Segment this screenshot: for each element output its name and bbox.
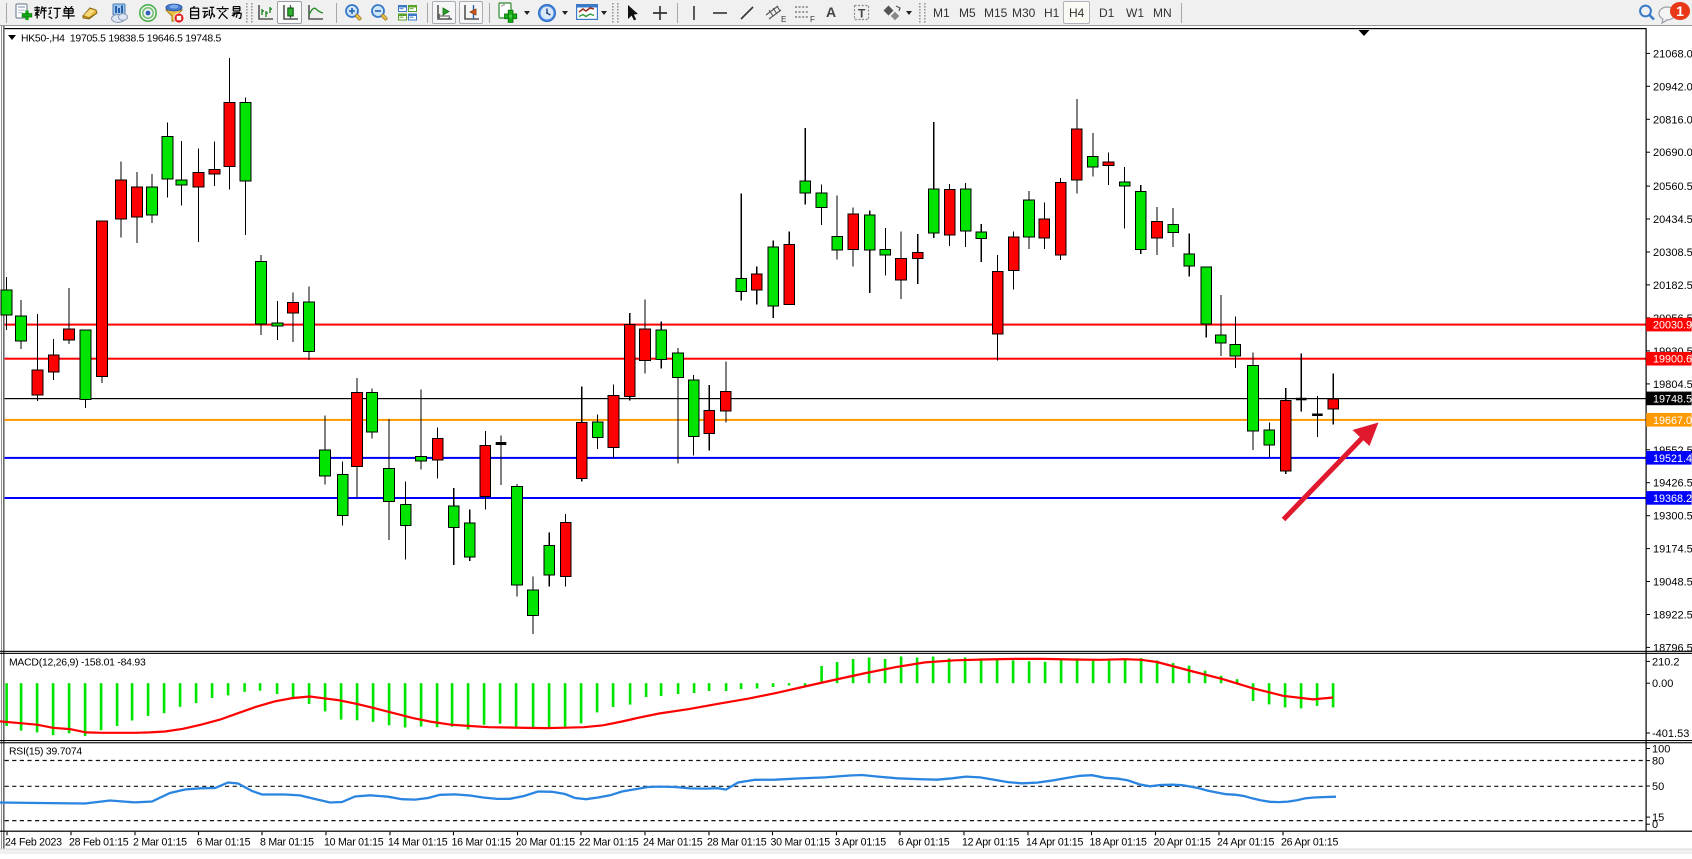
svg-text:30 Mar 01:15: 30 Mar 01:15 xyxy=(771,837,831,849)
svg-text:20690.0: 20690.0 xyxy=(1653,147,1692,159)
svg-text:19174.5: 19174.5 xyxy=(1653,544,1692,556)
svg-text:8 Mar 01:15: 8 Mar 01:15 xyxy=(260,837,314,849)
svg-text:19804.5: 19804.5 xyxy=(1653,379,1692,391)
svg-text:20816.0: 20816.0 xyxy=(1653,114,1692,126)
svg-text:19900.6: 19900.6 xyxy=(1653,354,1692,366)
svg-text:19048.5: 19048.5 xyxy=(1653,577,1692,589)
svg-text:28 Feb 01:15: 28 Feb 01:15 xyxy=(69,837,129,849)
svg-text:210.2: 210.2 xyxy=(1652,656,1680,668)
svg-text:100: 100 xyxy=(1652,744,1670,756)
svg-text:MACD(12,26,9) -158.01 -84.93: MACD(12,26,9) -158.01 -84.93 xyxy=(9,658,146,669)
svg-text:19300.5: 19300.5 xyxy=(1653,511,1692,523)
svg-text:3 Apr 01:15: 3 Apr 01:15 xyxy=(835,837,887,849)
svg-text:21068.0: 21068.0 xyxy=(1653,48,1692,60)
svg-text:20030.9: 20030.9 xyxy=(1653,320,1692,332)
svg-text:F: F xyxy=(810,15,815,24)
svg-text:0.00: 0.00 xyxy=(1652,678,1673,690)
svg-text:26 Apr 01:15: 26 Apr 01:15 xyxy=(1281,837,1338,849)
svg-text:18922.5: 18922.5 xyxy=(1653,610,1692,622)
svg-text:20434.5: 20434.5 xyxy=(1653,214,1692,226)
svg-text:28 Mar 01:15: 28 Mar 01:15 xyxy=(707,837,767,849)
svg-text:6 Apr 01:15: 6 Apr 01:15 xyxy=(898,837,950,849)
svg-text:19667.0: 19667.0 xyxy=(1653,415,1692,427)
svg-text:19748.5: 19748.5 xyxy=(1653,393,1692,405)
svg-text:14 Apr 01:15: 14 Apr 01:15 xyxy=(1026,837,1083,849)
svg-text:0: 0 xyxy=(1652,819,1658,831)
svg-text:19426.5: 19426.5 xyxy=(1653,478,1692,490)
svg-text:80: 80 xyxy=(1652,756,1664,768)
svg-text:22 Mar 01:15: 22 Mar 01:15 xyxy=(579,837,639,849)
svg-text:20308.5: 20308.5 xyxy=(1653,247,1692,259)
svg-text:24 Feb 2023: 24 Feb 2023 xyxy=(5,837,62,849)
svg-text:E: E xyxy=(781,15,786,24)
svg-text:20560.5: 20560.5 xyxy=(1653,181,1692,193)
svg-text:18 Apr 01:15: 18 Apr 01:15 xyxy=(1090,837,1147,849)
svg-text:20942.0: 20942.0 xyxy=(1653,81,1692,93)
svg-text:HK50-,H4 19705.5 19838.5 1964: HK50-,H4 19705.5 19838.5 19646.5 19748.5 xyxy=(21,34,222,45)
svg-text:19368.2: 19368.2 xyxy=(1653,493,1692,505)
svg-text:20 Apr 01:15: 20 Apr 01:15 xyxy=(1154,837,1211,849)
svg-text:14 Mar 01:15: 14 Mar 01:15 xyxy=(388,837,448,849)
svg-text:12 Apr 01:15: 12 Apr 01:15 xyxy=(962,837,1019,849)
svg-text:20182.5: 20182.5 xyxy=(1653,280,1692,292)
svg-text:2 Mar 01:15: 2 Mar 01:15 xyxy=(133,837,187,849)
svg-text:RSI(15) 39.7074: RSI(15) 39.7074 xyxy=(9,747,82,758)
svg-text:10 Mar 01:15: 10 Mar 01:15 xyxy=(324,837,384,849)
svg-text:24 Apr 01:15: 24 Apr 01:15 xyxy=(1217,837,1274,849)
svg-text:24 Mar 01:15: 24 Mar 01:15 xyxy=(643,837,703,849)
svg-text:18796.5: 18796.5 xyxy=(1653,642,1692,654)
svg-text:19521.4: 19521.4 xyxy=(1653,453,1692,465)
svg-text:T: T xyxy=(858,7,866,21)
svg-text:20 Mar 01:15: 20 Mar 01:15 xyxy=(516,837,576,849)
svg-text:-401.53: -401.53 xyxy=(1652,728,1689,740)
svg-text:6 Mar 01:15: 6 Mar 01:15 xyxy=(197,837,251,849)
svg-text:16 Mar 01:15: 16 Mar 01:15 xyxy=(452,837,512,849)
svg-text:50: 50 xyxy=(1652,781,1664,793)
